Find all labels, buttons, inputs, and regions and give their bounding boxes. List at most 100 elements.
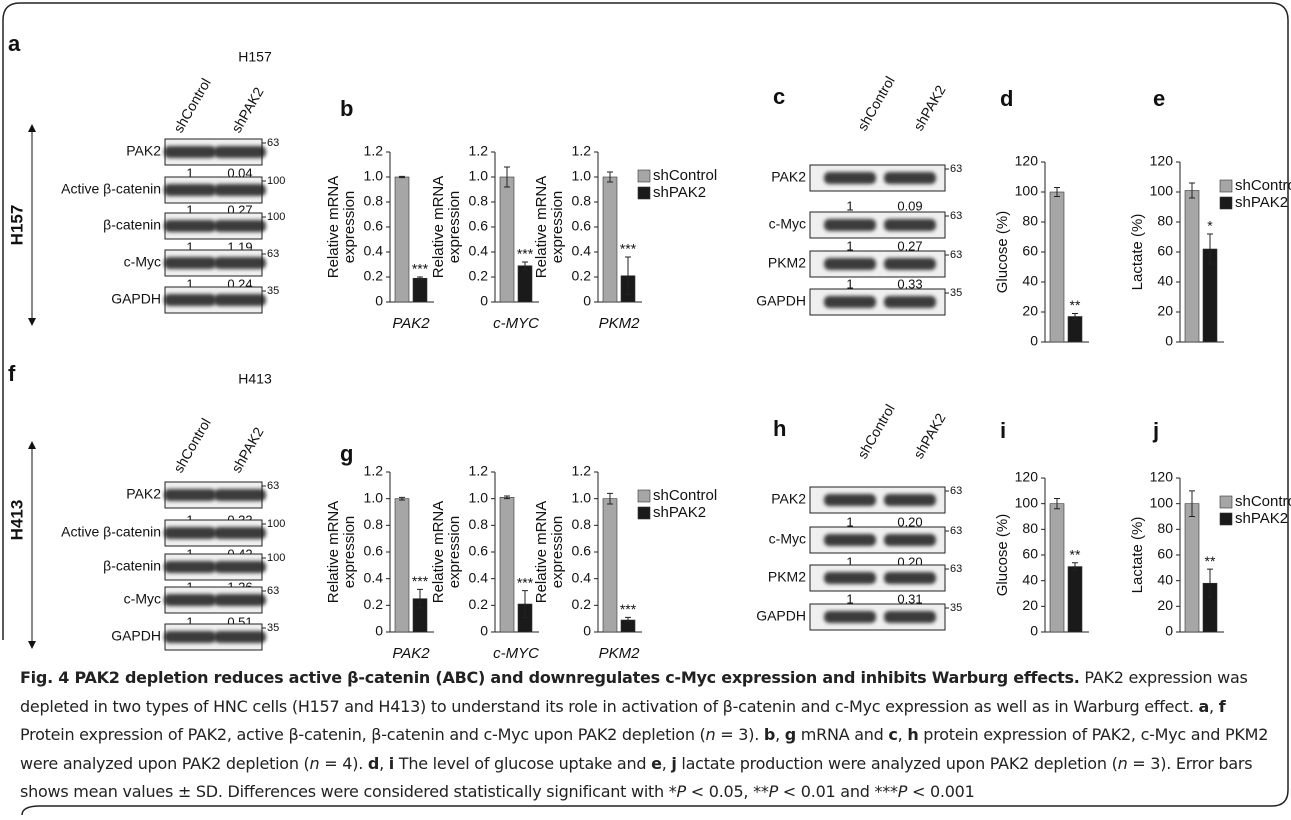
panel-letter: i [1000,418,1006,443]
size-marker: 63 [267,248,279,260]
bar [1050,504,1064,632]
legend-swatch [638,490,650,502]
band [164,489,216,501]
y-tick-label: 60 [1022,546,1038,562]
y-tick-label: 120 [1015,469,1039,485]
panel-letter: g [340,441,353,466]
y-axis-label: Lactate (%) [1129,517,1146,594]
protein-label: Active β-catenin [61,524,161,540]
caption-text: a [1198,697,1209,716]
band-quant: 1 [846,198,853,213]
y-tick-label: 0.2 [364,268,384,284]
y-tick-label: 60 [1157,546,1173,562]
caption-text: The level of glucose uptake and [394,754,651,773]
band [164,146,216,158]
legend-swatch [638,170,650,182]
size-marker: 35 [950,602,962,614]
protein-label: PAK2 [771,491,806,507]
caption-text: d [368,754,379,773]
caption-text: g [785,725,796,744]
legend-swatch [1220,496,1232,508]
y-tick-label: 40 [1022,571,1038,587]
band [884,296,936,308]
band-quant: 0.09 [897,198,922,213]
y-tick-label: 80 [1022,213,1038,229]
legend-label: shPAK2 [1235,194,1288,211]
y-tick-label: 0.6 [469,218,489,234]
x-category-label: PAK2 [392,315,430,332]
panel-letter: h [773,416,786,441]
y-tick-label: 1.0 [364,489,384,505]
y-tick-label: 1.0 [469,489,489,505]
band [214,561,266,573]
y-tick-label: 1.2 [572,463,592,479]
y-tick-label: 40 [1022,273,1038,289]
y-axis-label: Relative mRNA [430,176,447,279]
size-marker: 63 [267,137,279,149]
size-marker: 35 [950,287,962,299]
protein-label: PAK2 [126,486,161,502]
side-label: H413 [7,500,26,541]
y-tick-label: 0.6 [572,543,592,559]
size-marker: 100 [267,552,285,564]
band [214,594,266,606]
y-tick-label: 100 [1015,494,1039,510]
legend-label: shPAK2 [653,504,706,521]
significance: *** [412,261,429,277]
caption-text: n [310,754,320,773]
y-tick-label: 120 [1150,469,1174,485]
y-tick-label: 0.2 [572,596,592,612]
cell-line-title: H157 [238,49,272,65]
size-marker: 63 [267,480,279,492]
band [884,534,936,546]
band [884,258,936,270]
x-category-label: PAK2 [392,645,430,662]
band [824,572,876,584]
significance: *** [517,246,534,262]
y-tick-label: 1.2 [364,463,384,479]
bar [518,266,532,302]
caption-text: , [379,754,389,773]
y-tick-label: 80 [1157,520,1173,536]
size-marker: 100 [267,211,285,223]
protein-label: c-Myc [124,591,161,607]
y-tick-label: 0.2 [469,596,489,612]
band [214,489,266,501]
significance: ** [1070,546,1081,562]
y-tick-label: 0.4 [469,569,489,585]
panel-letter: c [773,84,785,109]
y-tick-label: 0 [583,623,591,639]
caption-text: = 4). [319,754,367,773]
significance: * [1207,218,1213,234]
band [884,611,936,623]
caption-text: , [1209,697,1219,716]
protein-label: c-Myc [124,254,161,270]
caption-text: n [1118,754,1128,773]
y-tick-label: 120 [1015,153,1039,169]
lane-label: shControl [854,73,898,133]
band [164,220,216,232]
y-tick-label: 0.6 [572,218,592,234]
y-tick-label: 0 [583,293,591,309]
caption-text: b [764,725,775,744]
y-tick-label: 100 [1150,183,1174,199]
bar [1185,504,1199,632]
significance: *** [412,573,429,589]
caption-text: , [898,725,908,744]
size-marker: 63 [950,485,962,497]
bar [1068,317,1082,343]
bar [603,177,617,302]
caption-text: Fig. 4 PAK2 depletion reduces active β-c… [20,668,1080,687]
y-axis-label: Glucose (%) [994,514,1011,597]
band [824,172,876,184]
band [884,494,936,506]
band [824,534,876,546]
bar [1068,567,1082,632]
y-tick-label: 0.6 [364,218,384,234]
protein-label: GAPDH [756,293,806,309]
lane-label: shControl [170,75,214,135]
caption-text: mRNA and [796,725,888,744]
y-tick-label: 0 [1165,623,1173,639]
caption-text: Protein expression of PAK2, active β-cat… [20,725,706,744]
y-tick-label: 20 [1157,597,1173,613]
